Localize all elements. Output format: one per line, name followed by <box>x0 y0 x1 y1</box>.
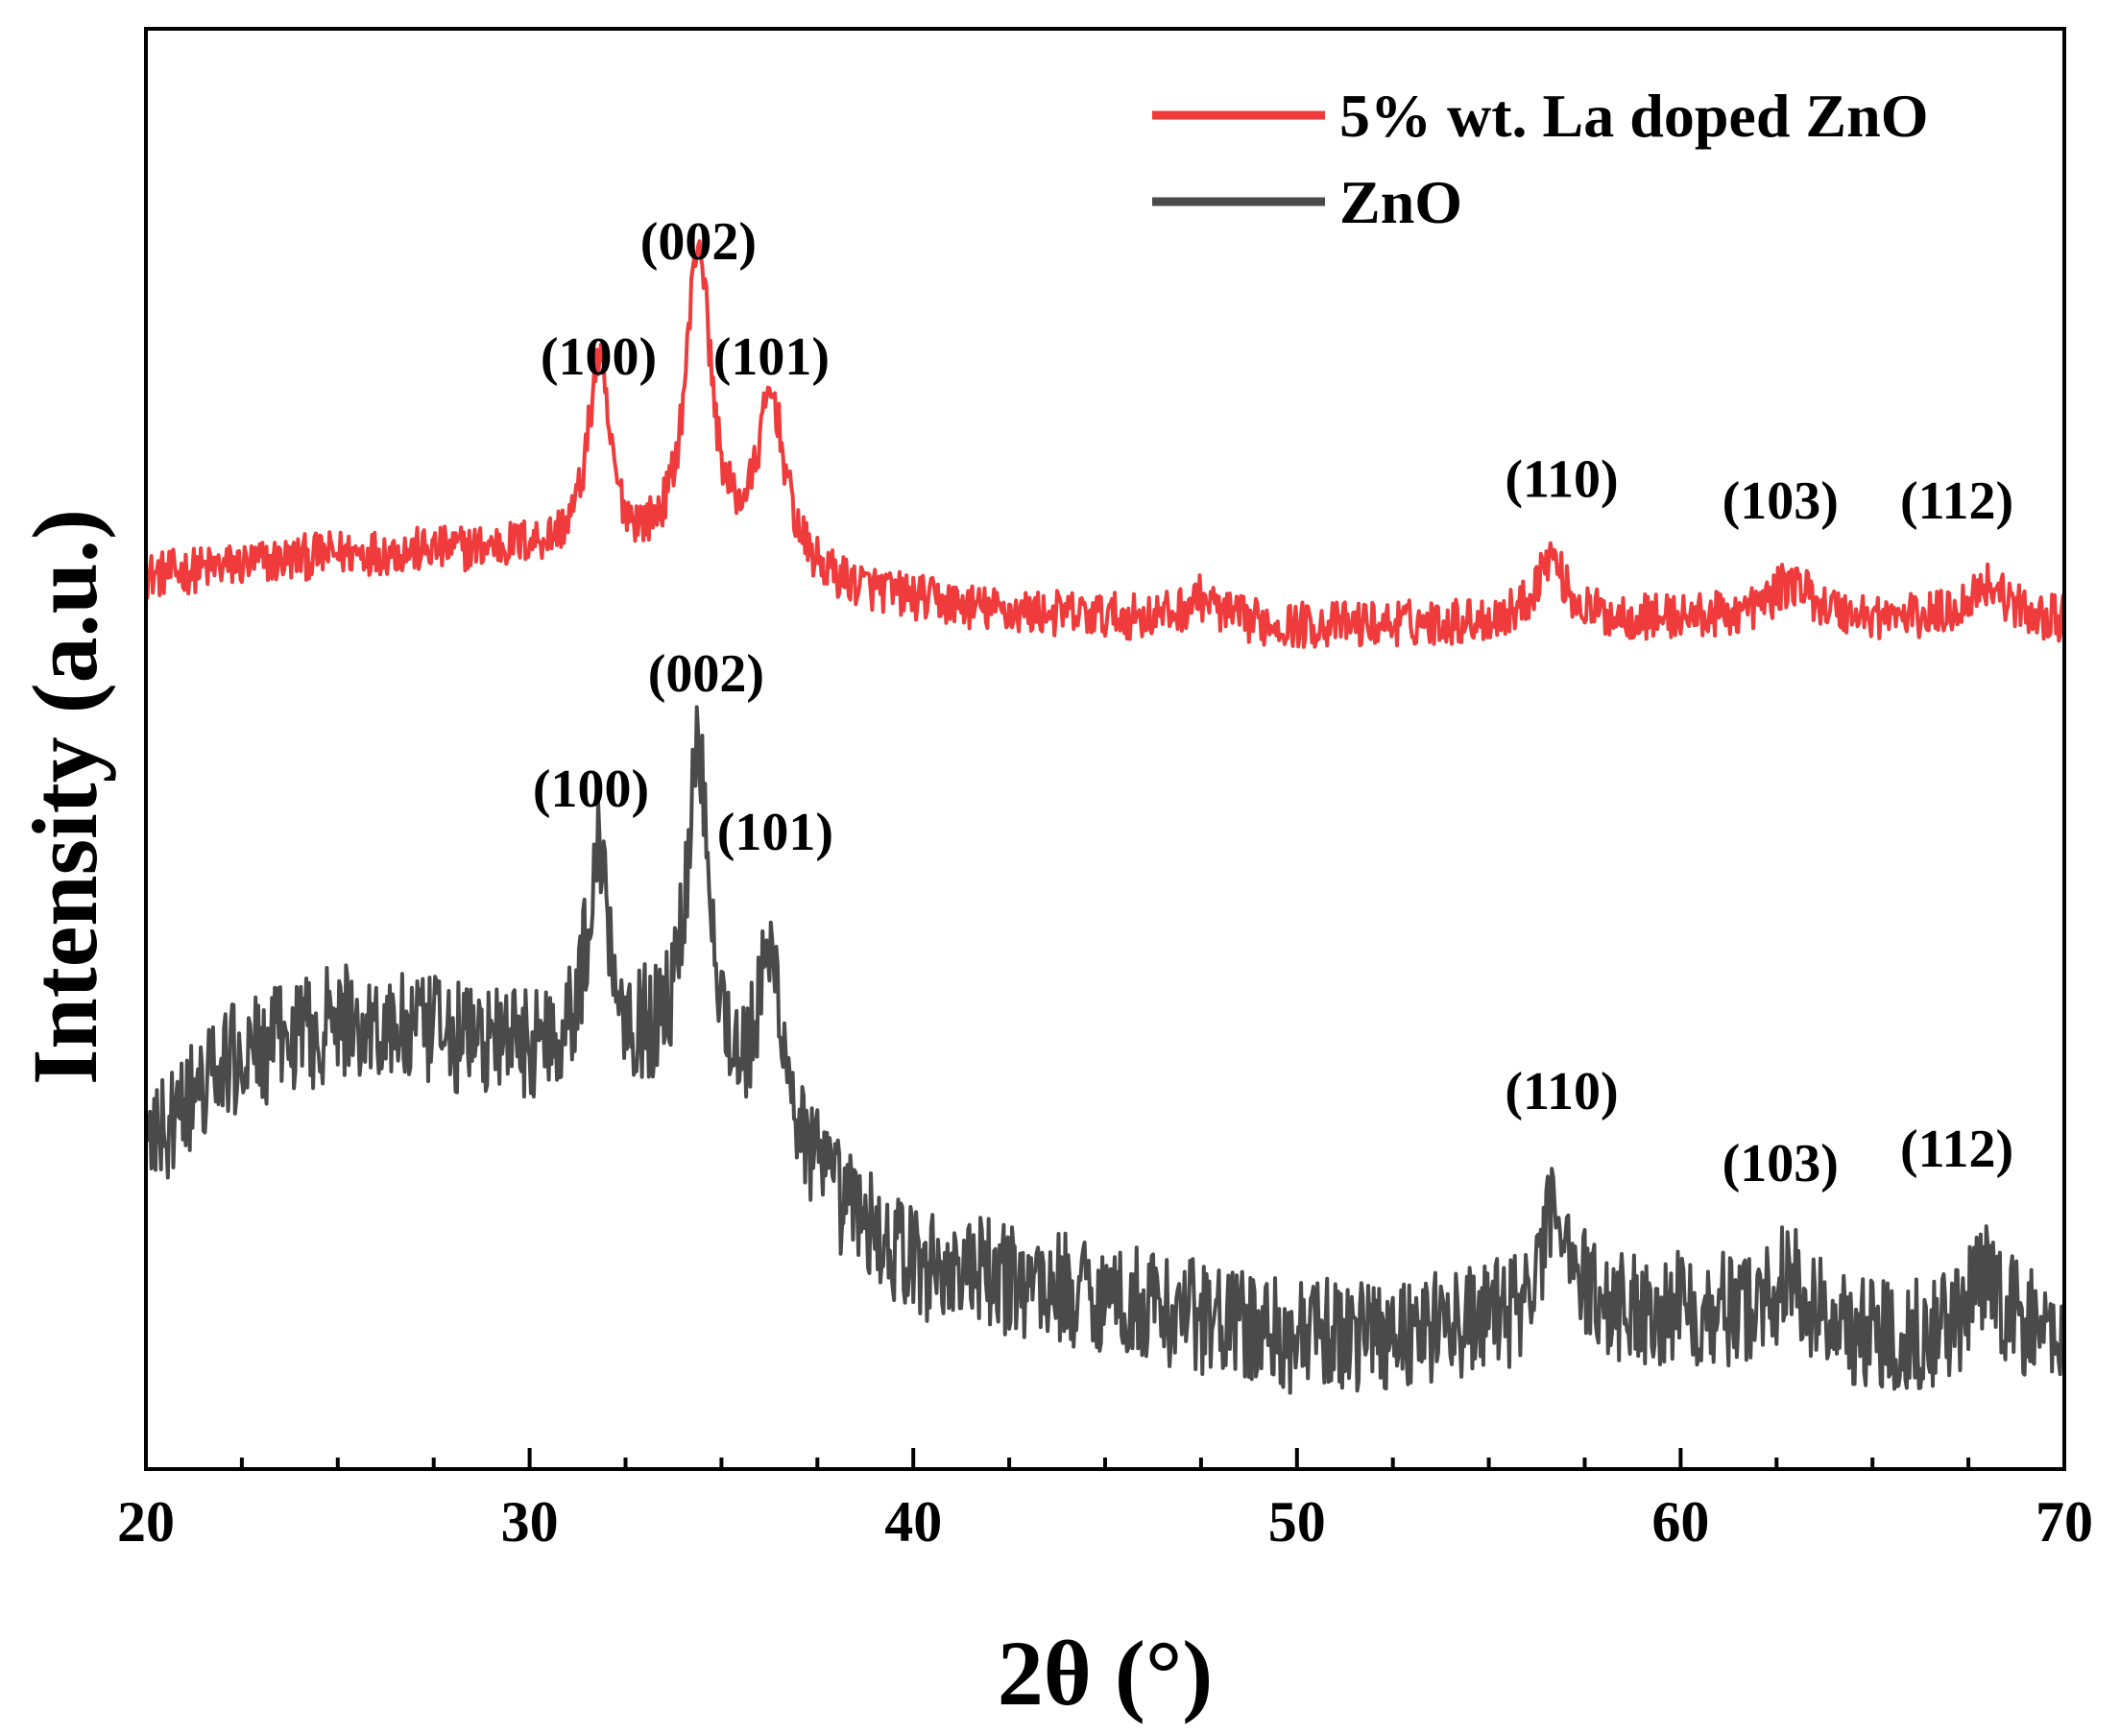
x-tick-label: 50 <box>1268 1490 1326 1554</box>
y-axis-title: Intensity (a.u.) <box>13 509 116 1085</box>
peak-label-doped: (002) <box>640 212 757 272</box>
x-tick-label: 20 <box>117 1490 175 1554</box>
x-tick-label: 70 <box>2036 1490 2093 1554</box>
peak-label-doped: (100) <box>541 327 657 387</box>
series-line-doped <box>145 239 2066 649</box>
peak-label-pure: (002) <box>648 644 764 704</box>
legend-label-zno: ZnO <box>1339 168 1462 236</box>
legend-label-doped: 5% wt. La doped ZnO <box>1339 82 1928 150</box>
x-tick-label: 60 <box>1651 1490 1709 1554</box>
peak-label-doped: (112) <box>1900 471 2013 531</box>
peak-label-doped: (110) <box>1505 450 1618 510</box>
x-axis-ticks: 20 30 40 50 60 70 <box>117 1448 2093 1554</box>
series-layer <box>144 239 2066 1395</box>
peak-label-pure: (101) <box>717 803 833 862</box>
peak-label-doped: (101) <box>713 327 830 387</box>
peak-label-doped: (103) <box>1722 471 1839 531</box>
peak-label-pure: (110) <box>1505 1062 1618 1121</box>
legend: 5% wt. La doped ZnO ZnO <box>1152 82 1928 236</box>
peak-label-pure: (112) <box>1900 1120 2013 1179</box>
peak-label-pure: (100) <box>533 760 649 819</box>
peak-label-layer: (100) (002) (101) (110) (103) (112) (100) (002)… <box>533 212 2013 1194</box>
plot-frame <box>144 27 2066 1471</box>
x-tick-label: 30 <box>501 1490 559 1554</box>
peak-label-pure: (103) <box>1722 1134 1839 1194</box>
series-line-pure <box>144 705 2066 1395</box>
x-axis-title: 2θ (°) <box>998 1622 1213 1724</box>
x-tick-label: 40 <box>884 1490 942 1554</box>
